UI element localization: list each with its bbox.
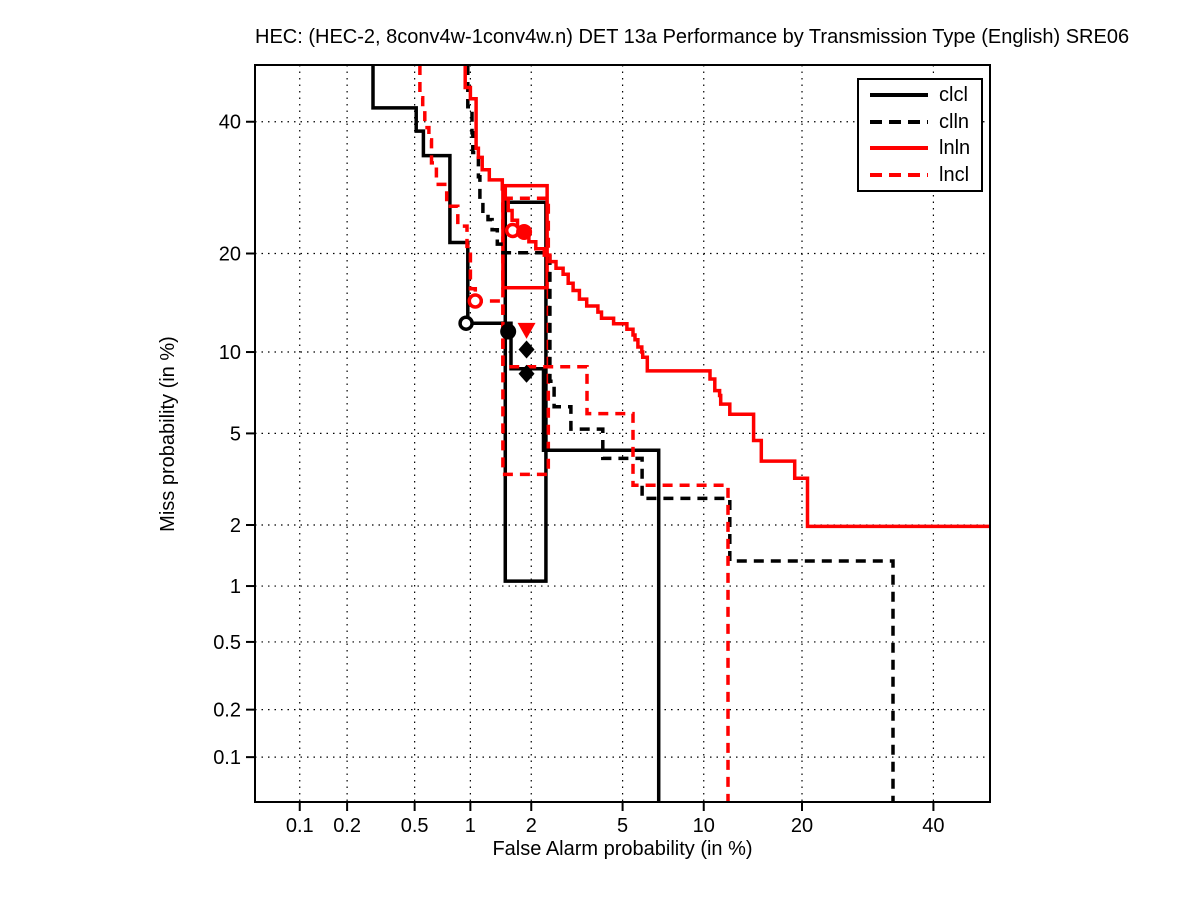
legend-item-lncl: lncl bbox=[859, 162, 981, 187]
y-tick-label: 5 bbox=[230, 423, 241, 445]
x-tick-label: 0.1 bbox=[286, 815, 314, 837]
y-tick-label: 0.5 bbox=[213, 632, 241, 654]
legend-item-clln: clln bbox=[859, 109, 981, 134]
marker-diamond-filled bbox=[518, 340, 535, 359]
y-tick-label: 1 bbox=[230, 576, 241, 598]
marker-circle-filled bbox=[516, 223, 533, 240]
curve-lncl bbox=[418, 65, 730, 802]
x-axis-label: False Alarm probability (in %) bbox=[492, 838, 753, 860]
legend-item-clcl: clcl bbox=[859, 83, 981, 108]
x-tick-label: 1 bbox=[465, 815, 476, 837]
legend-line-sample bbox=[870, 93, 928, 98]
x-tick-label: 0.5 bbox=[401, 815, 429, 837]
y-tick-label: 0.2 bbox=[213, 700, 241, 722]
x-tick-label: 10 bbox=[693, 815, 715, 837]
marker-triangle-down-filled bbox=[517, 322, 536, 339]
legend-box: clcl clln lnln lncl bbox=[857, 78, 983, 192]
y-tick-label: 40 bbox=[219, 112, 241, 134]
tick-marks bbox=[246, 120, 935, 811]
legend-label-clcl: clcl bbox=[939, 84, 968, 107]
marker-diamond-filled bbox=[518, 364, 535, 383]
dcf-box-red-dashed-box bbox=[501, 196, 551, 477]
legend-label-lnln: lnln bbox=[939, 137, 971, 160]
curve-lnln bbox=[463, 65, 990, 529]
curve-clcl bbox=[371, 65, 661, 802]
legend-item-lnln: lnln bbox=[859, 136, 981, 161]
x-tick-label: 0.2 bbox=[333, 815, 361, 837]
x-tick-label: 40 bbox=[922, 815, 944, 837]
curve-clln bbox=[466, 65, 895, 802]
x-tick-label: 5 bbox=[617, 815, 628, 837]
legend-line-sample bbox=[870, 119, 928, 124]
y-tick-label: 2 bbox=[230, 515, 241, 537]
legend-line-sample bbox=[870, 146, 928, 151]
legend-line-sample bbox=[870, 172, 928, 177]
dcf-box-black-solid-box bbox=[503, 200, 548, 583]
x-tick-label: 2 bbox=[526, 815, 537, 837]
y-axis-label: Miss probability (in %) bbox=[157, 336, 179, 532]
y-tick-label: 0.1 bbox=[213, 747, 241, 769]
marker-circle-open bbox=[467, 293, 484, 309]
legend-label-lncl: lncl bbox=[939, 163, 970, 186]
y-tick-label: 10 bbox=[219, 342, 241, 364]
marker-circle-open bbox=[458, 315, 474, 331]
y-tick-label: 20 bbox=[219, 244, 241, 266]
marker-circle-filled bbox=[500, 323, 517, 340]
x-tick-label: 20 bbox=[791, 815, 813, 837]
chart-title: HEC: (HEC-2, 8conv4w-1conv4w.n) DET 13a … bbox=[255, 26, 1130, 48]
legend-label-clln: clln bbox=[939, 110, 970, 133]
